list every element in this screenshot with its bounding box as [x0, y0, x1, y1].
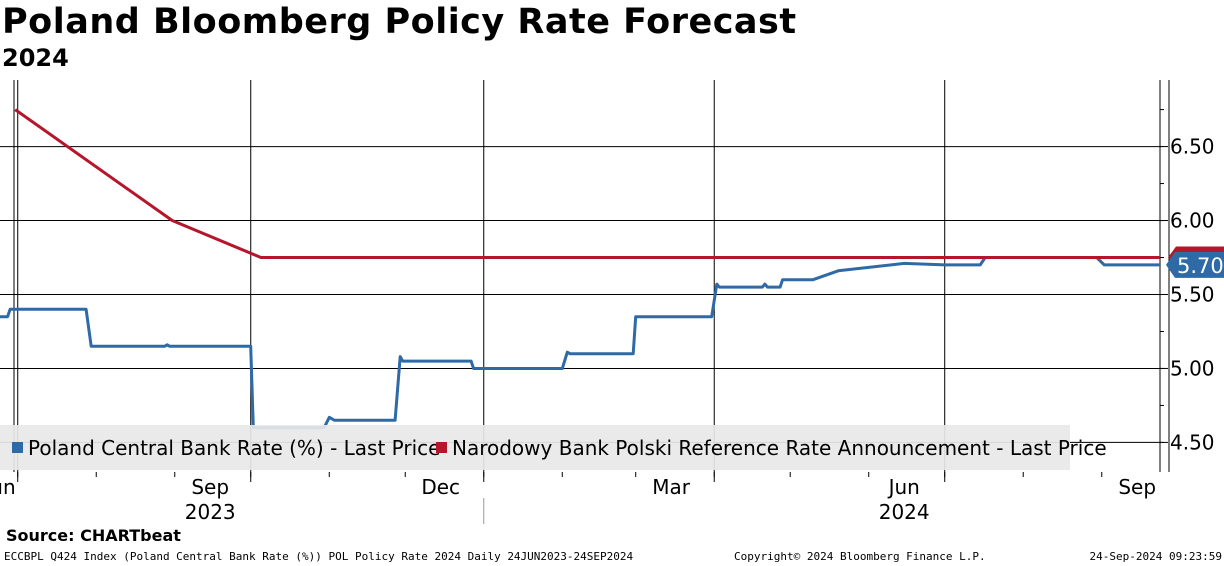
- legend: Poland Central Bank Rate (%) - Last Pric…: [0, 425, 1107, 470]
- footer-ticker-info: ECCBPL Q424 Index (Poland Central Bank R…: [4, 550, 634, 563]
- source-note: Source: CHARTbeat: [6, 526, 181, 545]
- legend-item-reference-rate: Narodowy Bank Polski Reference Rate Anno…: [436, 436, 1107, 460]
- x-tick-label: Jun: [887, 475, 920, 499]
- legend-swatch-red: [436, 442, 447, 453]
- last-value-label-blue: 5.70: [1177, 254, 1224, 278]
- legend-label: Narodowy Bank Polski Reference Rate Anno…: [452, 436, 1107, 460]
- x-year-label: 2023: [185, 500, 236, 524]
- y-tick-label: 5.50: [1170, 282, 1215, 306]
- series-line-central-bank-rate: [0, 256, 1160, 430]
- x-tick-label: Jun: [0, 475, 16, 499]
- footer-timestamp: 24-Sep-2024 09:23:59: [1089, 550, 1222, 563]
- chart-title: Poland Bloomberg Policy Rate Forecast: [2, 2, 797, 42]
- x-year-label: 2024: [879, 500, 930, 524]
- x-tick-label: Sep: [1118, 475, 1156, 499]
- y-tick-label: 4.50: [1170, 430, 1215, 454]
- x-tick-label: Sep: [191, 475, 229, 499]
- legend-swatch-blue: [12, 442, 23, 453]
- legend-label: Poland Central Bank Rate (%) - Last Pric…: [28, 436, 441, 460]
- legend-item-central-bank-rate: Poland Central Bank Rate (%) - Last Pric…: [12, 436, 440, 460]
- y-tick-label: 6.00: [1170, 209, 1215, 233]
- y-tick-label: 6.50: [1170, 135, 1215, 159]
- x-tick-label: Mar: [652, 475, 691, 499]
- footer-copyright: Copyright© 2024 Bloomberg Finance L.P.: [734, 550, 986, 563]
- x-tick-label: Dec: [421, 475, 460, 499]
- series-line-reference-rate: [14, 108, 1160, 259]
- chart-subtitle: 2024: [2, 44, 69, 72]
- y-tick-label: 5.00: [1170, 356, 1215, 380]
- last-value-marker-blue: [1166, 251, 1224, 278]
